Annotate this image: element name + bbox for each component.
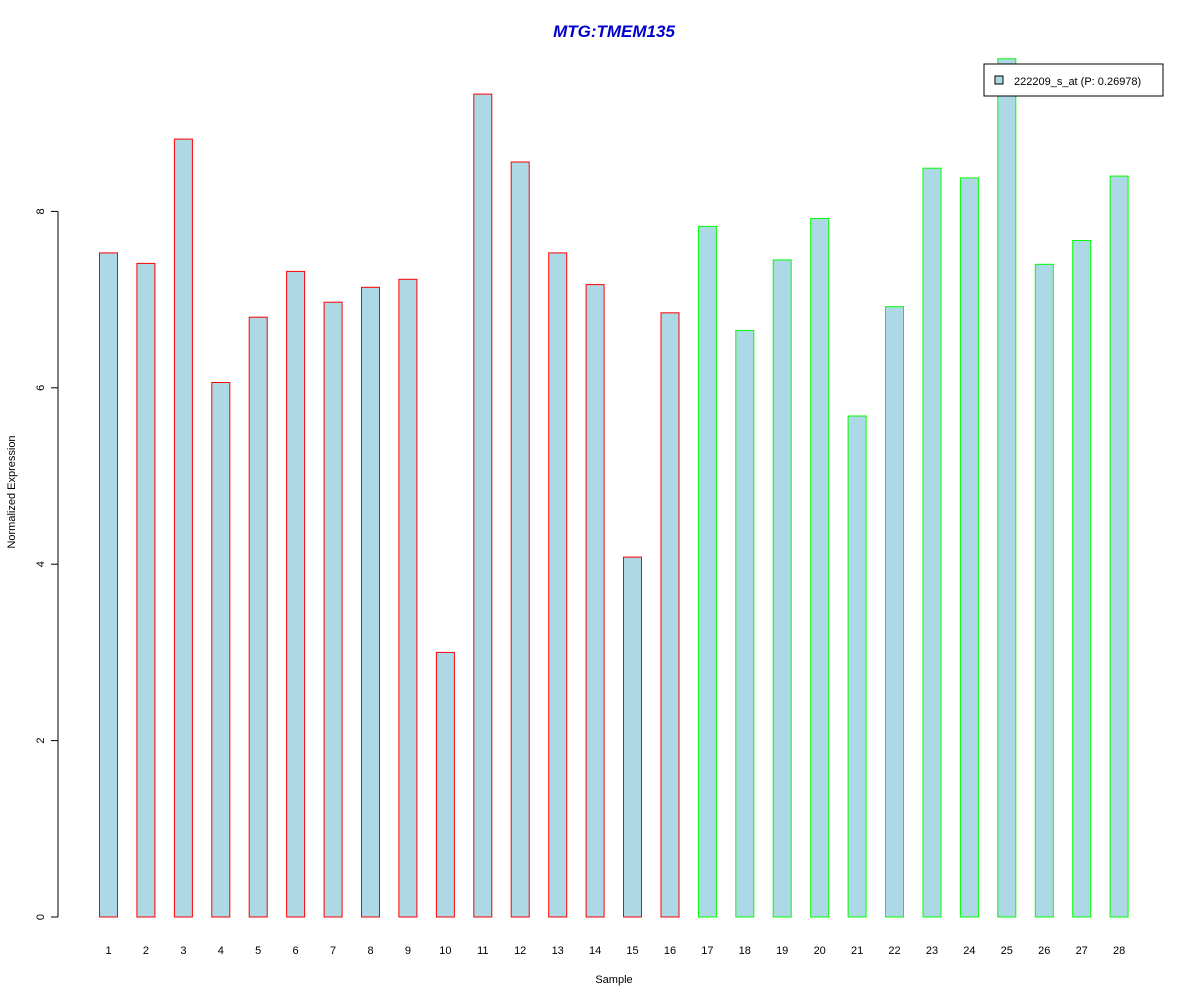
bar-sample-10 <box>435 651 455 918</box>
x-tick-label: 2 <box>143 945 149 957</box>
bar-sample-20 <box>810 218 830 918</box>
bar-sample-4 <box>211 382 231 918</box>
bar-sample-14 <box>585 284 605 918</box>
y-axis: 0 2 4 6 8 <box>35 208 59 920</box>
bar-sample-19 <box>772 259 792 918</box>
x-tick-label: 7 <box>330 945 336 957</box>
x-tick-label: 28 <box>1113 945 1125 957</box>
bar-sample-23 <box>922 167 942 918</box>
x-tick-label: 20 <box>814 945 826 957</box>
y-tick-label: 2 <box>35 738 47 744</box>
bar-sample-22 <box>885 306 904 918</box>
x-axis-label: Sample <box>595 974 632 986</box>
x-tick-label: 8 <box>367 945 373 957</box>
chart-title: MTG:TMEM135 <box>553 22 675 41</box>
x-tick-label: 15 <box>626 945 638 957</box>
x-tick-label: 1 <box>105 945 111 957</box>
y-tick-label: 4 <box>35 561 47 567</box>
x-tick-label: 16 <box>664 945 676 957</box>
bar-sample-12 <box>510 161 530 918</box>
x-tick-label: 13 <box>552 945 564 957</box>
x-tick-label: 17 <box>701 945 713 957</box>
x-tick-label: 19 <box>776 945 788 957</box>
x-tick-label: 26 <box>1038 945 1050 957</box>
bar-sample-24 <box>959 177 979 918</box>
bar-sample-25 <box>997 58 1017 918</box>
bar-sample-2 <box>136 262 156 918</box>
x-tick-label: 3 <box>180 945 186 957</box>
x-tick-label: 21 <box>851 945 863 957</box>
legend-box <box>983 63 1164 97</box>
x-tick-label: 23 <box>926 945 938 957</box>
bar-sample-26 <box>1034 263 1054 918</box>
bar-sample-8 <box>361 286 380 918</box>
bar-sample-5 <box>248 316 268 918</box>
x-tick-label: 12 <box>514 945 526 957</box>
bar-sample-17 <box>697 225 717 918</box>
x-tick-label: 25 <box>1001 945 1013 957</box>
x-tick-label: 9 <box>405 945 411 957</box>
x-axis-tick-labels: 1 2 3 4 5 6 7 8 9 10 11 12 13 14 15 16 17 18 19 20 21 22 23 24 2… <box>105 945 1125 957</box>
x-tick-label: 10 <box>439 945 451 957</box>
bar-sample-13 <box>548 252 568 918</box>
bar-sample-1 <box>99 252 118 918</box>
x-tick-label: 18 <box>739 945 751 957</box>
x-tick-label: 27 <box>1076 945 1088 957</box>
bar-sample-3 <box>173 138 193 918</box>
x-tick-label: 6 <box>293 945 299 957</box>
x-tick-label: 24 <box>963 945 975 957</box>
x-tick-label: 22 <box>888 945 900 957</box>
bars <box>99 58 1129 918</box>
legend-label: 222209_s_at (P: 0.26978) <box>1014 76 1141 88</box>
bar-sample-6 <box>286 270 306 918</box>
legend: 222209_s_at (P: 0.26978) <box>983 63 1164 97</box>
x-tick-label: 5 <box>255 945 261 957</box>
bar-sample-7 <box>323 301 343 918</box>
bar-sample-11 <box>473 93 493 918</box>
x-tick-label: 4 <box>218 945 224 957</box>
bar-sample-15 <box>623 556 642 918</box>
bar-sample-28 <box>1109 175 1129 918</box>
bar-sample-9 <box>398 278 418 918</box>
x-tick-label: 14 <box>589 945 601 957</box>
bar-sample-27 <box>1072 240 1092 918</box>
bar-sample-21 <box>847 415 867 918</box>
x-tick-label: 11 <box>477 945 488 957</box>
bar-sample-18 <box>735 330 755 918</box>
bar-sample-16 <box>660 312 680 918</box>
legend-swatch <box>994 75 1004 85</box>
y-tick-label: 6 <box>35 385 47 391</box>
y-tick-label: 8 <box>35 208 47 214</box>
y-axis-label: Normalized Expression <box>6 435 18 548</box>
y-tick-label: 0 <box>35 914 47 920</box>
